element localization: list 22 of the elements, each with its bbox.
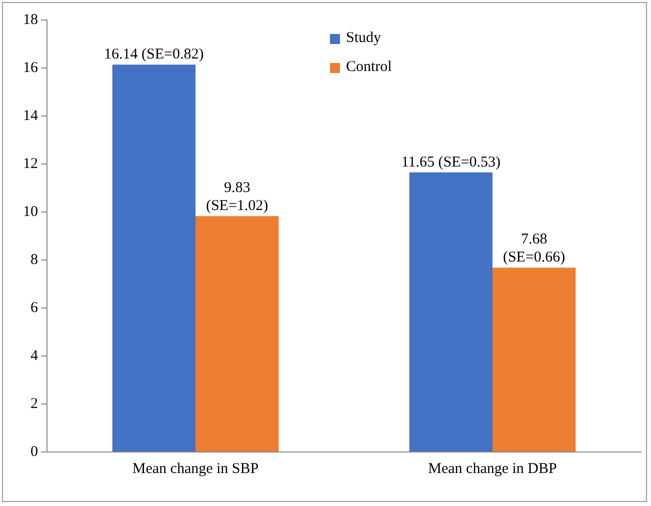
y-tick-label: 12 [23, 156, 38, 172]
legend-label: Study [346, 30, 382, 47]
legend-label: Control [346, 59, 392, 76]
y-tick-label: 0 [30, 444, 38, 460]
data-label: 7.68 (SE=0.66) [502, 232, 566, 266]
y-tick-label: 18 [23, 12, 38, 28]
y-tick-label: 4 [30, 348, 38, 364]
bar [409, 172, 492, 452]
bar [112, 64, 196, 452]
y-tick-label: 8 [30, 252, 38, 268]
bar [196, 216, 279, 452]
x-tick-label: Mean change in SBP [132, 460, 259, 477]
x-tick-label: Mean change in DBP [428, 460, 557, 477]
y-tick-label: 14 [23, 108, 38, 124]
y-tick-label: 6 [30, 300, 38, 316]
y-tick-label: 10 [23, 204, 38, 220]
data-label: 16.14 (SE=0.82) [104, 46, 204, 63]
y-tick-label: 16 [23, 60, 38, 76]
data-label: 9.83 (SE=1.02) [206, 180, 268, 214]
bar [492, 268, 576, 452]
data-label: 11.65 (SE=0.53) [401, 154, 500, 170]
y-tick-label: 2 [30, 396, 38, 412]
